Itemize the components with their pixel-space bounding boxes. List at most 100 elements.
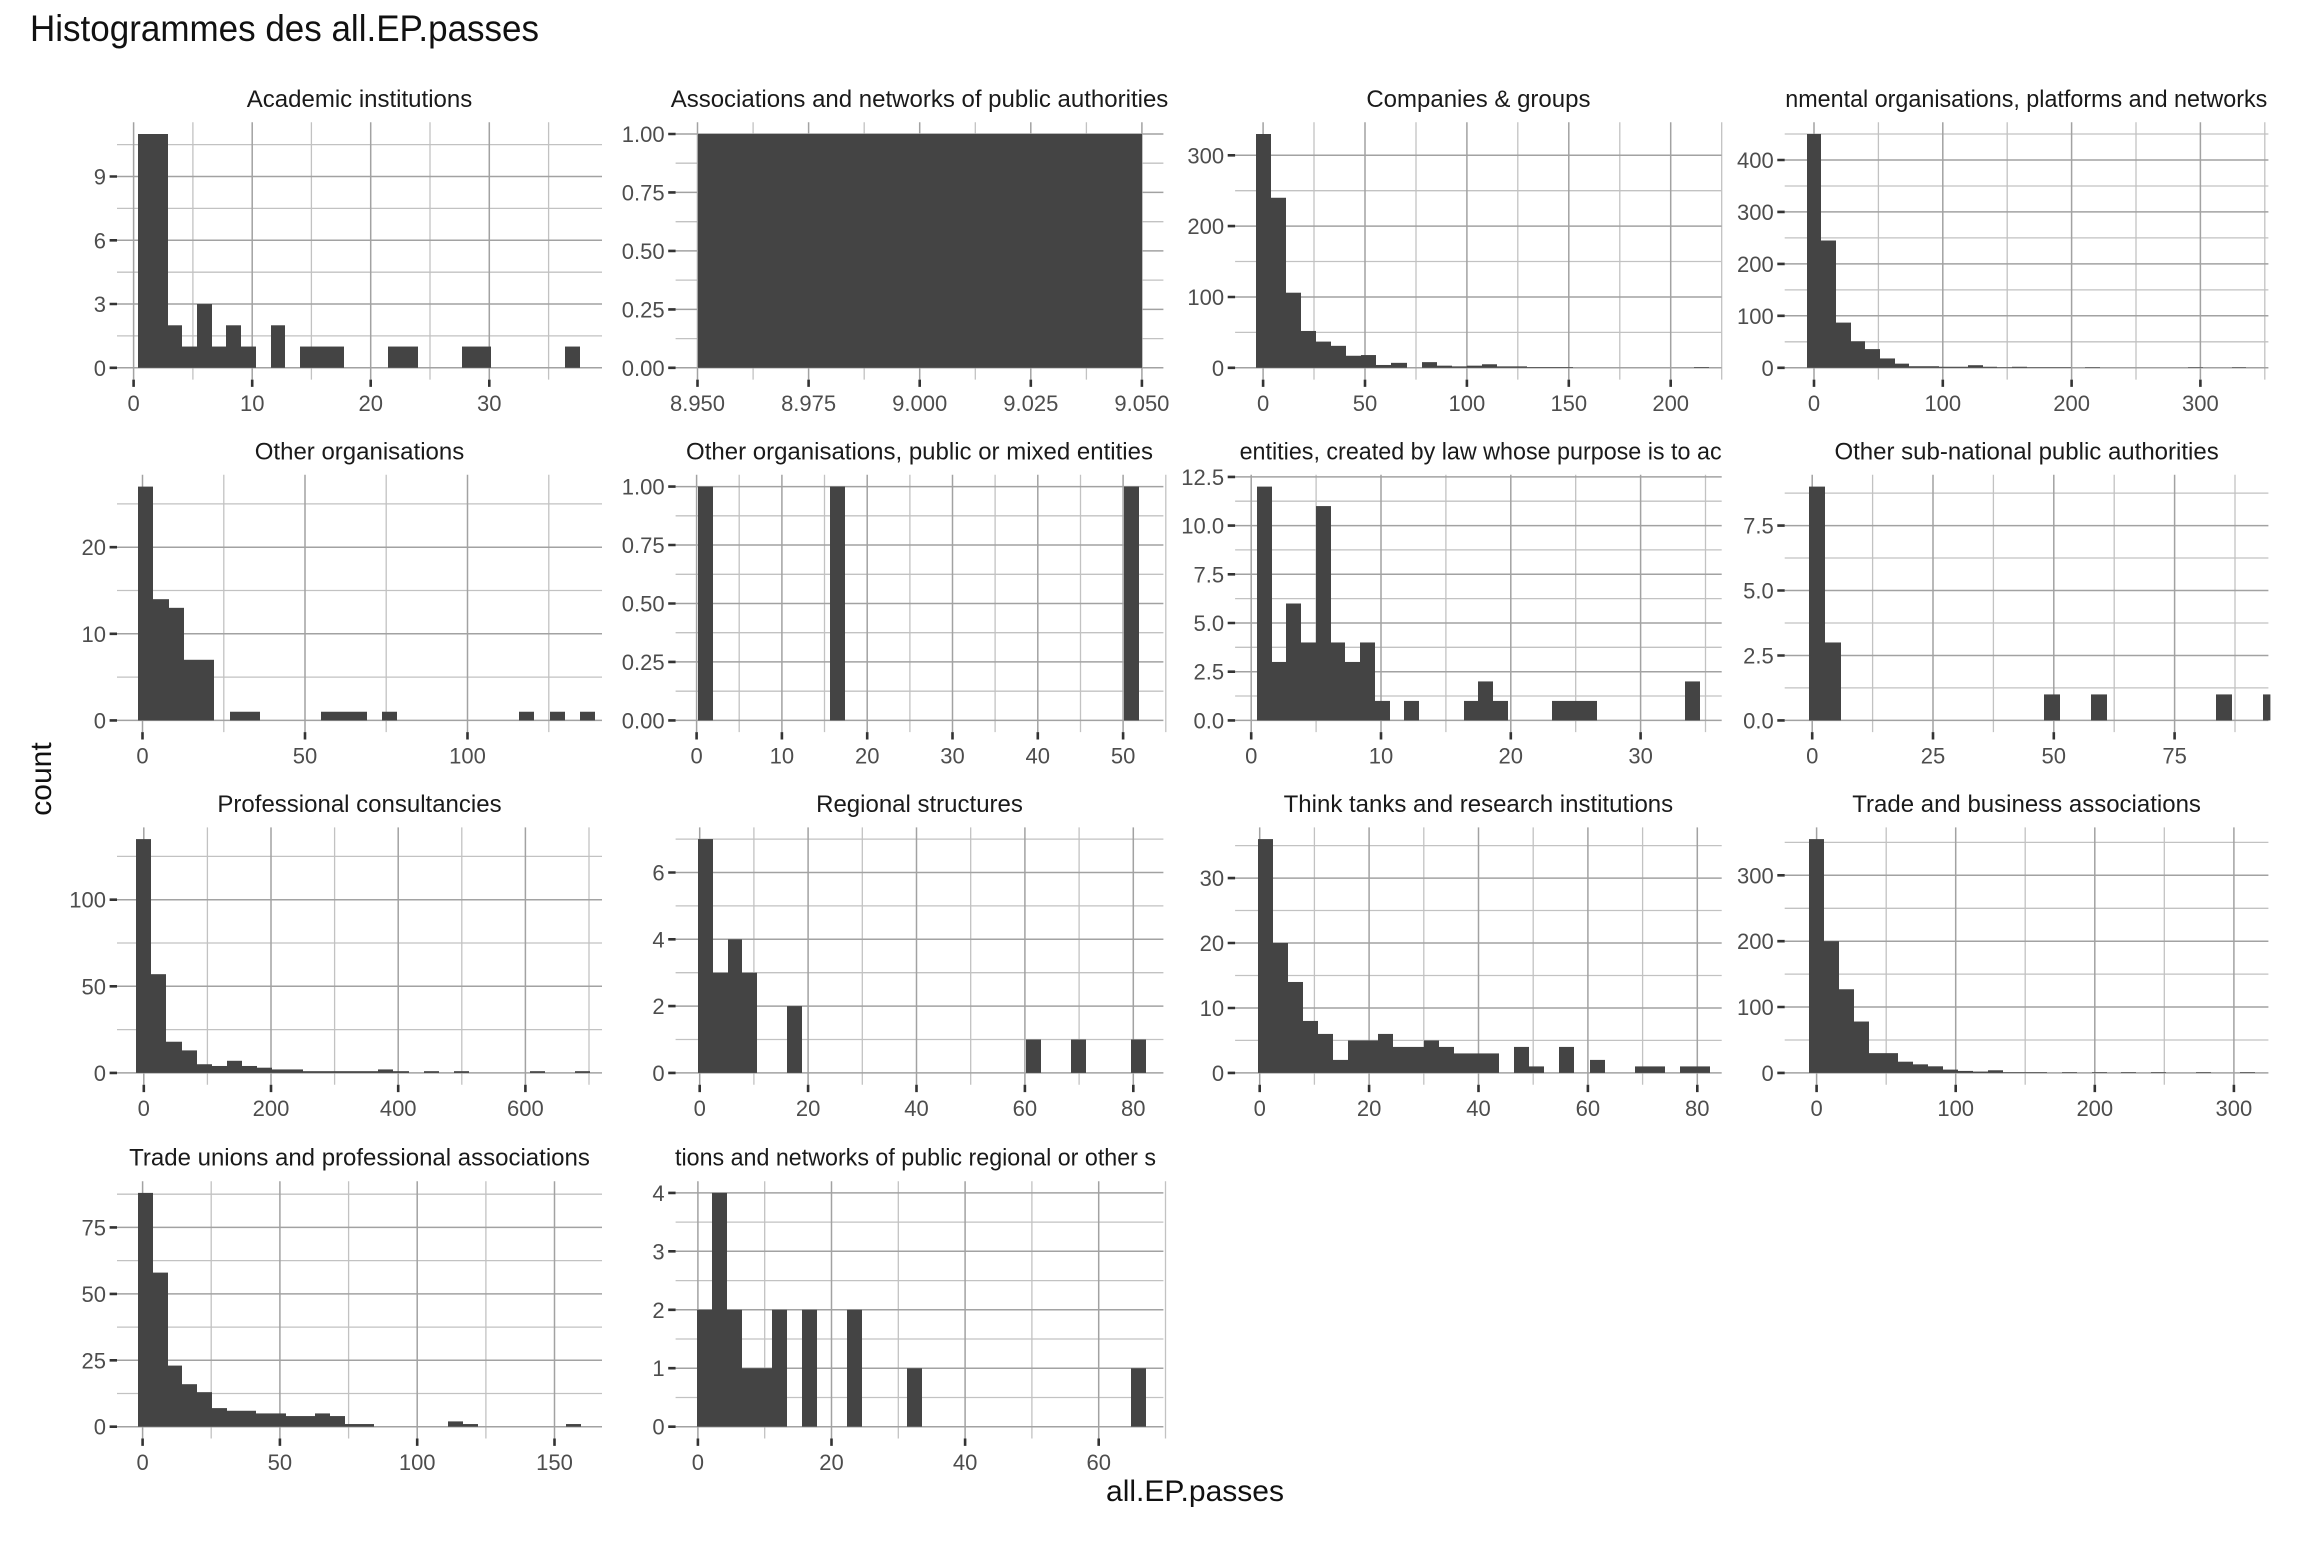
svg-text:10: 10 [82,622,106,647]
svg-text:100: 100 [1449,391,1486,416]
svg-text:0: 0 [1808,391,1820,416]
svg-text:100: 100 [1937,1096,1974,1121]
svg-text:Companies & groups: Companies & groups [1366,86,1590,113]
svg-text:20: 20 [1200,931,1224,956]
svg-text:30: 30 [1628,744,1652,769]
svg-text:20: 20 [796,1096,820,1121]
svg-text:6: 6 [94,228,106,253]
svg-text:0: 0 [94,708,106,733]
svg-text:400: 400 [1737,148,1774,173]
svg-text:20: 20 [1357,1096,1381,1121]
svg-text:entities, created by law whose: entities, created by law whose purpose i… [1240,438,1722,465]
svg-text:600: 600 [507,1096,544,1121]
svg-text:20: 20 [82,535,106,560]
svg-text:40: 40 [1466,1096,1490,1121]
svg-text:200: 200 [2053,391,2090,416]
svg-text:100: 100 [1737,995,1774,1020]
svg-text:1: 1 [652,1356,664,1381]
svg-text:10: 10 [770,744,794,769]
svg-text:0: 0 [652,1061,664,1086]
svg-text:0: 0 [1761,1061,1773,1086]
svg-text:60: 60 [1576,1096,1600,1121]
svg-text:nmental organisations, platfor: nmental organisations, platforms and net… [1785,86,2267,113]
svg-text:0: 0 [94,1415,106,1440]
svg-text:Regional structures: Regional structures [816,791,1023,818]
svg-text:100: 100 [69,888,106,913]
svg-text:200: 200 [1187,214,1224,239]
svg-text:4: 4 [652,1181,664,1206]
svg-text:25: 25 [1921,744,1945,769]
svg-text:0: 0 [1212,1061,1224,1086]
svg-text:1.00: 1.00 [622,122,665,147]
svg-text:2: 2 [652,1298,664,1323]
svg-text:0.50: 0.50 [622,592,665,617]
svg-text:80: 80 [1121,1096,1145,1121]
svg-text:200: 200 [1737,252,1774,277]
svg-text:40: 40 [904,1096,928,1121]
svg-text:100: 100 [1737,304,1774,329]
svg-text:50: 50 [1111,744,1135,769]
svg-text:25: 25 [82,1348,106,1373]
svg-text:0.00: 0.00 [622,356,665,381]
svg-text:Other organisations, public or: Other organisations, public or mixed ent… [686,438,1153,465]
svg-text:0: 0 [690,744,702,769]
svg-text:80: 80 [1685,1096,1709,1121]
svg-text:10.0: 10.0 [1181,514,1224,539]
svg-text:300: 300 [1737,200,1774,225]
svg-text:0: 0 [1257,391,1269,416]
svg-text:Other sub-national public auth: Other sub-national public authorities [1834,438,2218,465]
svg-text:2.5: 2.5 [1194,660,1225,685]
svg-text:30: 30 [477,391,501,416]
svg-text:all.EP.passes: all.EP.passes [1106,1475,1284,1508]
svg-text:150: 150 [1550,391,1587,416]
svg-text:50: 50 [293,744,317,769]
svg-text:0.0: 0.0 [1743,708,1774,733]
svg-text:75: 75 [82,1215,106,1240]
svg-text:50: 50 [82,1282,106,1307]
svg-text:100: 100 [399,1450,436,1475]
svg-text:0: 0 [1212,356,1224,381]
svg-text:0: 0 [692,1450,704,1475]
svg-text:40: 40 [953,1450,977,1475]
svg-text:0: 0 [1245,744,1257,769]
svg-text:0.75: 0.75 [622,180,665,205]
svg-text:0: 0 [136,744,148,769]
svg-text:3: 3 [652,1239,664,1264]
svg-text:7.5: 7.5 [1194,562,1225,587]
svg-text:300: 300 [1187,143,1224,168]
svg-text:Associations and networks of p: Associations and networks of public auth… [671,86,1169,113]
svg-text:9.025: 9.025 [1003,391,1058,416]
svg-text:300: 300 [2216,1096,2253,1121]
svg-text:30: 30 [940,744,964,769]
svg-text:0.75: 0.75 [622,533,665,558]
svg-text:20: 20 [1499,744,1523,769]
svg-text:300: 300 [2182,391,2219,416]
svg-text:20: 20 [819,1450,843,1475]
svg-text:Other organisations: Other organisations [255,438,464,465]
svg-text:400: 400 [380,1096,417,1121]
svg-text:0: 0 [652,1415,664,1440]
svg-text:0: 0 [94,1061,106,1086]
svg-text:50: 50 [268,1450,292,1475]
svg-text:40: 40 [1026,744,1050,769]
svg-text:0.00: 0.00 [622,708,665,733]
svg-text:9.000: 9.000 [892,391,947,416]
svg-text:200: 200 [253,1096,290,1121]
svg-text:20: 20 [358,391,382,416]
svg-text:Think tanks and research insti: Think tanks and research institutions [1284,791,1674,818]
svg-text:1.00: 1.00 [622,475,665,500]
svg-text:0.25: 0.25 [622,650,665,675]
svg-text:10: 10 [1200,996,1224,1021]
svg-text:8.975: 8.975 [781,391,836,416]
svg-text:2.5: 2.5 [1743,644,1774,669]
svg-text:0: 0 [94,356,106,381]
svg-text:0: 0 [1254,1096,1266,1121]
svg-text:7.5: 7.5 [1743,514,1774,539]
svg-text:150: 150 [536,1450,573,1475]
svg-text:8.950: 8.950 [670,391,725,416]
svg-text:75: 75 [2162,744,2186,769]
svg-text:50: 50 [2042,744,2066,769]
svg-text:0: 0 [1810,1096,1822,1121]
svg-text:0.0: 0.0 [1194,708,1225,733]
svg-text:12.5: 12.5 [1181,465,1224,490]
